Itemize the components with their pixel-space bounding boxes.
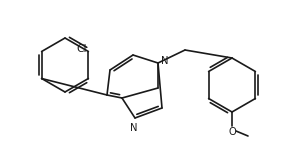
Text: O: O [228, 127, 236, 137]
Text: Cl: Cl [76, 44, 86, 53]
Text: N: N [161, 56, 168, 66]
Text: N: N [130, 123, 138, 133]
